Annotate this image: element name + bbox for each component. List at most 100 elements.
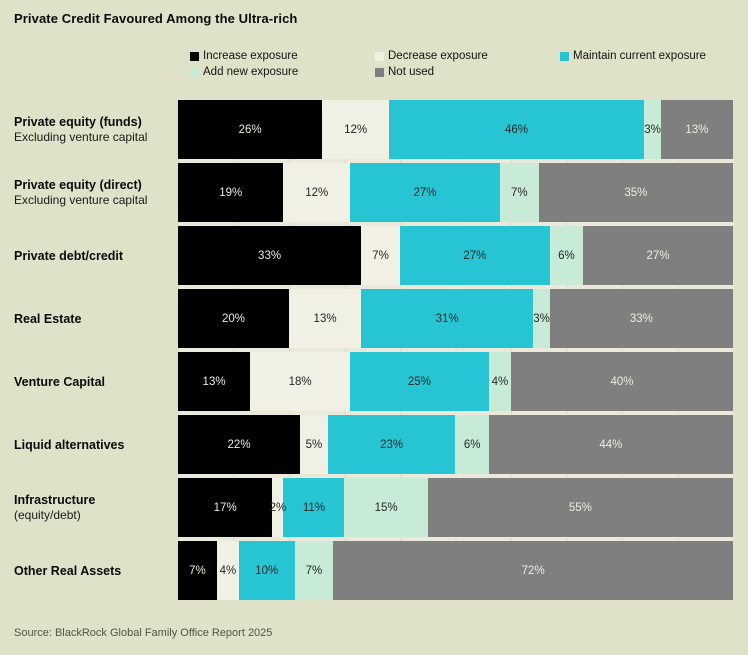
- segment-value: 4%: [491, 375, 509, 388]
- segment-value: 26%: [238, 123, 262, 136]
- page-title: Private Credit Favoured Among the Ultra-…: [14, 11, 298, 26]
- segment-add-new: 15%: [344, 478, 428, 537]
- segment-not-used: 13%: [660, 100, 733, 159]
- segment-value: 17%: [213, 501, 237, 514]
- category-label: Private equity (funds): [14, 114, 142, 129]
- category-label: Other Real Assets: [14, 563, 122, 578]
- segment-add-new: 7%: [294, 541, 334, 600]
- legend-label: Not used: [388, 66, 435, 78]
- legend-label: Maintain current exposure: [573, 50, 706, 62]
- segment-value: 22%: [227, 438, 251, 451]
- segment-maintain: 23%: [327, 415, 456, 474]
- segment-increase: 26%: [178, 100, 323, 159]
- segment-maintain: 11%: [283, 478, 345, 537]
- segment-increase: 22%: [178, 415, 301, 474]
- category-label: Private debt/credit: [14, 248, 124, 263]
- row-label: Private debt/credit: [0, 226, 178, 285]
- segment-value: 35%: [624, 186, 648, 199]
- segment-add-new: 6%: [455, 415, 489, 474]
- segment-value: 10%: [255, 564, 279, 577]
- legend-swatch-add-new: [190, 67, 199, 77]
- source-note: Source: BlackRock Global Family Office R…: [14, 627, 273, 639]
- segment-add-new: 4%: [488, 352, 511, 411]
- legend-swatch-decrease: [375, 51, 384, 61]
- segment-value: 27%: [646, 249, 670, 262]
- segment-value: 20%: [221, 312, 246, 325]
- category-sublabel: Excluding venture capital: [14, 129, 148, 144]
- segment-value: 13%: [202, 375, 226, 388]
- stacked-bar: 22% 5% 23% 6% 44%: [178, 415, 733, 474]
- segment-increase: 7%: [178, 541, 217, 600]
- legend-item-maintain: Maintain current exposure: [560, 50, 706, 62]
- segment-value: 27%: [413, 186, 437, 199]
- chart-row: Other Real Assets 7% 4% 10% 7% 72%: [0, 541, 733, 600]
- segment-value: 6%: [463, 438, 481, 451]
- category-label: Venture Capital: [14, 374, 105, 389]
- row-label: Private equity (funds) Excluding venture …: [0, 100, 178, 159]
- segment-value: 7%: [189, 564, 206, 577]
- segment-not-used: 55%: [427, 478, 733, 537]
- legend-swatch-not-used: [375, 67, 384, 77]
- segment-add-new: 3%: [644, 100, 661, 159]
- stacked-bar: 19% 12% 27% 7% 35%: [178, 163, 733, 222]
- segment-decrease: 13%: [289, 289, 362, 348]
- category-sublabel: Excluding venture capital: [14, 192, 148, 207]
- chart-row: Real Estate 20% 13% 31% 3% 33%: [0, 289, 733, 348]
- segment-not-used: 27%: [583, 226, 733, 285]
- chart-row: Private equity (funds) Excluding venture …: [0, 100, 733, 159]
- chart-row: Private debt/credit 33% 7% 27% 6% 27%: [0, 226, 733, 285]
- segment-not-used: 35%: [538, 163, 733, 222]
- legend-item-increase: Increase exposure: [190, 50, 375, 62]
- chart-row: Private equity (direct) Excluding venture…: [0, 163, 733, 222]
- legend-label: Decrease exposure: [388, 50, 488, 62]
- segment-value: 5%: [305, 438, 323, 451]
- stacked-bar: 20% 13% 31% 3% 33%: [178, 289, 733, 348]
- legend-label: Increase exposure: [203, 50, 298, 62]
- segment-value: 7%: [510, 186, 528, 199]
- segment-not-used: 33%: [549, 289, 733, 348]
- segment-decrease: 12%: [322, 100, 389, 159]
- segment-maintain: 10%: [239, 541, 295, 600]
- legend: Increase exposure Decrease exposure Mainta…: [190, 50, 706, 78]
- stacked-bar: 26% 12% 46% 3% 13%: [178, 100, 733, 159]
- segment-value: 31%: [435, 312, 459, 325]
- stacked-bar: 7% 4% 10% 7% 72%: [178, 541, 733, 600]
- segment-not-used: 44%: [488, 415, 733, 474]
- segment-value: 44%: [599, 438, 623, 451]
- segment-maintain: 31%: [361, 289, 534, 348]
- segment-value: 12%: [344, 123, 368, 136]
- segment-value: 23%: [380, 438, 404, 451]
- category-sublabel: (equity/debt): [14, 507, 81, 522]
- legend-swatch-maintain: [560, 51, 569, 61]
- segment-value: 7%: [305, 564, 323, 577]
- row-label: Liquid alternatives: [0, 415, 178, 474]
- segment-decrease: 4%: [216, 541, 240, 600]
- row-label: Real Estate: [0, 289, 178, 348]
- segment-value: 15%: [374, 501, 398, 514]
- segment-add-new: 7%: [499, 163, 539, 222]
- segment-value: 13%: [685, 123, 709, 136]
- segment-value: 46%: [505, 123, 529, 136]
- segment-increase: 33%: [178, 226, 362, 285]
- segment-value: 7%: [372, 249, 389, 262]
- stacked-bar: 13% 18% 25% 4% 40%: [178, 352, 733, 411]
- chart-row: Liquid alternatives 22% 5% 23% 6% 44%: [0, 415, 733, 474]
- segment-value: 40%: [610, 375, 634, 388]
- segment-increase: 19%: [178, 163, 284, 222]
- legend-item-decrease: Decrease exposure: [375, 50, 560, 62]
- segment-decrease: 7%: [361, 226, 400, 285]
- legend-item-add-new: Add new exposure: [190, 66, 375, 78]
- segment-maintain: 25%: [350, 352, 489, 411]
- segment-add-new: 3%: [533, 289, 550, 348]
- segment-value: 2%: [269, 501, 287, 514]
- chart-row: Venture Capital 13% 18% 25% 4% 40%: [0, 352, 733, 411]
- segment-decrease: 5%: [300, 415, 328, 474]
- legend-item-not-used: Not used: [375, 66, 560, 78]
- segment-maintain: 27%: [399, 226, 550, 285]
- segment-not-used: 72%: [333, 541, 733, 600]
- segment-value: 33%: [629, 312, 653, 325]
- row-label: Venture Capital: [0, 352, 178, 411]
- category-label: Real Estate: [14, 311, 82, 326]
- segment-value: 3%: [533, 312, 550, 325]
- segment-value: 27%: [463, 249, 487, 262]
